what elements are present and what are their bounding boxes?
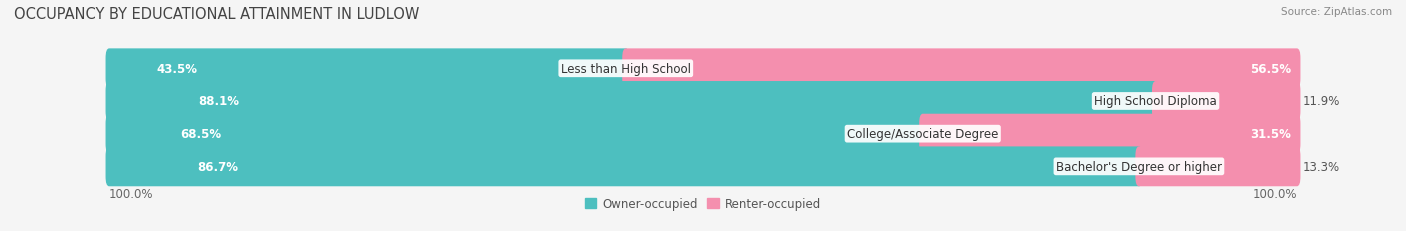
FancyBboxPatch shape xyxy=(105,82,1159,122)
Text: 31.5%: 31.5% xyxy=(1250,128,1291,140)
FancyBboxPatch shape xyxy=(105,147,1143,186)
Text: Less than High School: Less than High School xyxy=(561,63,690,76)
Text: 13.3%: 13.3% xyxy=(1303,160,1340,173)
FancyBboxPatch shape xyxy=(105,114,1301,154)
FancyBboxPatch shape xyxy=(105,147,1301,186)
FancyBboxPatch shape xyxy=(105,114,927,154)
Text: 100.0%: 100.0% xyxy=(1253,187,1296,200)
FancyBboxPatch shape xyxy=(105,49,630,89)
Text: College/Associate Degree: College/Associate Degree xyxy=(846,128,998,140)
Legend: Owner-occupied, Renter-occupied: Owner-occupied, Renter-occupied xyxy=(579,193,827,215)
Text: OCCUPANCY BY EDUCATIONAL ATTAINMENT IN LUDLOW: OCCUPANCY BY EDUCATIONAL ATTAINMENT IN L… xyxy=(14,7,419,22)
Text: 100.0%: 100.0% xyxy=(110,187,153,200)
FancyBboxPatch shape xyxy=(1152,82,1301,122)
Text: 68.5%: 68.5% xyxy=(180,128,221,140)
Text: 86.7%: 86.7% xyxy=(197,160,239,173)
Text: Source: ZipAtlas.com: Source: ZipAtlas.com xyxy=(1281,7,1392,17)
FancyBboxPatch shape xyxy=(105,49,1301,89)
Text: High School Diploma: High School Diploma xyxy=(1094,95,1218,108)
Text: 56.5%: 56.5% xyxy=(1250,63,1291,76)
FancyBboxPatch shape xyxy=(623,49,1301,89)
Text: 43.5%: 43.5% xyxy=(156,63,197,76)
FancyBboxPatch shape xyxy=(920,114,1301,154)
Text: 88.1%: 88.1% xyxy=(198,95,240,108)
FancyBboxPatch shape xyxy=(105,82,1301,122)
Text: 11.9%: 11.9% xyxy=(1303,95,1340,108)
FancyBboxPatch shape xyxy=(1136,147,1301,186)
Text: Bachelor's Degree or higher: Bachelor's Degree or higher xyxy=(1056,160,1222,173)
